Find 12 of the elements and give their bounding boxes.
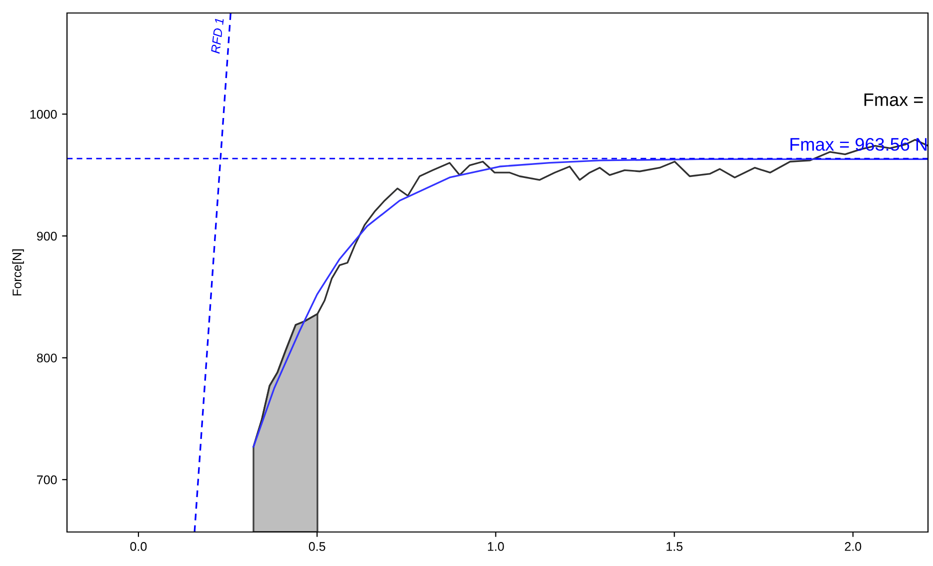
x-tick-label: 0.0 xyxy=(130,542,147,551)
y-axis-title: Force[N] xyxy=(12,249,24,296)
x-tick-label: 1.0 xyxy=(488,542,504,551)
y-tick-label: 700 xyxy=(37,475,57,484)
annotation: Fmax = xyxy=(864,93,923,106)
x-tick-label: 2.0 xyxy=(844,542,862,551)
text: RFD 1 xyxy=(210,18,224,54)
x-tick-label: 1.5 xyxy=(666,542,683,551)
y-tick-label: 1000 xyxy=(30,110,57,119)
y-tick-label: 900 xyxy=(37,232,57,241)
y-tick-label: 800 xyxy=(36,354,57,362)
x-tick-label: 0.5 xyxy=(308,542,326,551)
